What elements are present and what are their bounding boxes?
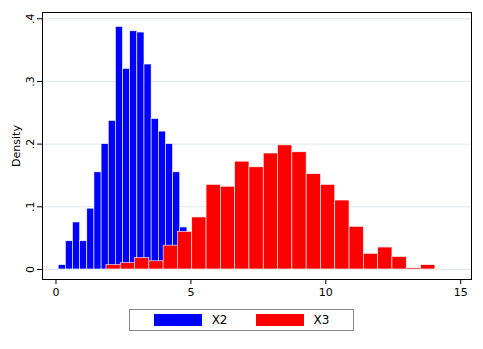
- svg-text:.3: .3: [24, 76, 37, 87]
- svg-text:.2: .2: [24, 139, 37, 150]
- svg-text:.1: .1: [24, 202, 37, 213]
- svg-text:10: 10: [319, 286, 333, 299]
- svg-text:0: 0: [24, 266, 37, 273]
- svg-text:.4: .4: [24, 14, 37, 25]
- svg-text:0: 0: [52, 286, 59, 299]
- svg-text:15: 15: [454, 286, 468, 299]
- html-text:X3: X3: [313, 313, 330, 327]
- html-text:X2: X2: [211, 313, 228, 327]
- svg-text:5: 5: [187, 286, 194, 299]
- svg-text:Density: Density: [10, 125, 23, 167]
